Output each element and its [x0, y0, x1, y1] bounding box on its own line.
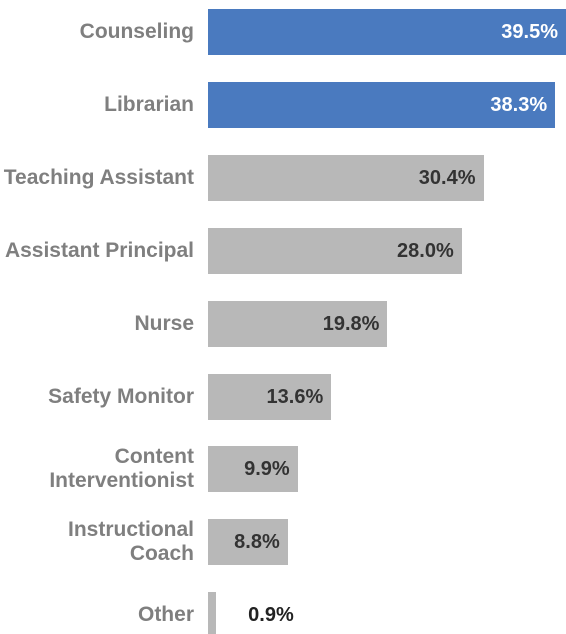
category-label: Safety Monitor	[48, 384, 194, 408]
category-label: Counseling	[79, 20, 194, 43]
value-label: 0.9%	[248, 604, 294, 627]
category-label: Nurse	[134, 311, 194, 335]
bar	[208, 227, 462, 274]
category-label: Instructional Coach	[67, 518, 194, 566]
category-label: Assistant Principal	[4, 238, 194, 262]
bar	[208, 154, 484, 201]
bar	[208, 300, 388, 347]
value-label: 30.4%	[418, 166, 476, 189]
category-label: Teaching Assistant	[3, 165, 194, 189]
bar	[208, 81, 556, 128]
bar	[208, 592, 217, 634]
value-label: 9.9%	[244, 458, 290, 481]
bar	[208, 373, 332, 420]
category-label: Content Interventionist	[49, 445, 194, 493]
value-label: 19.8%	[322, 312, 380, 335]
value-label: 28.0%	[397, 239, 454, 262]
category-label: Librarian	[104, 92, 194, 116]
value-label: 13.6%	[266, 385, 324, 408]
value-label: 39.5%	[501, 21, 558, 43]
value-label: 8.8%	[234, 531, 280, 554]
bar	[208, 446, 298, 493]
category-label: Other	[137, 603, 194, 627]
bar	[208, 519, 288, 566]
value-label: 38.3%	[490, 93, 548, 116]
bar	[208, 9, 566, 55]
